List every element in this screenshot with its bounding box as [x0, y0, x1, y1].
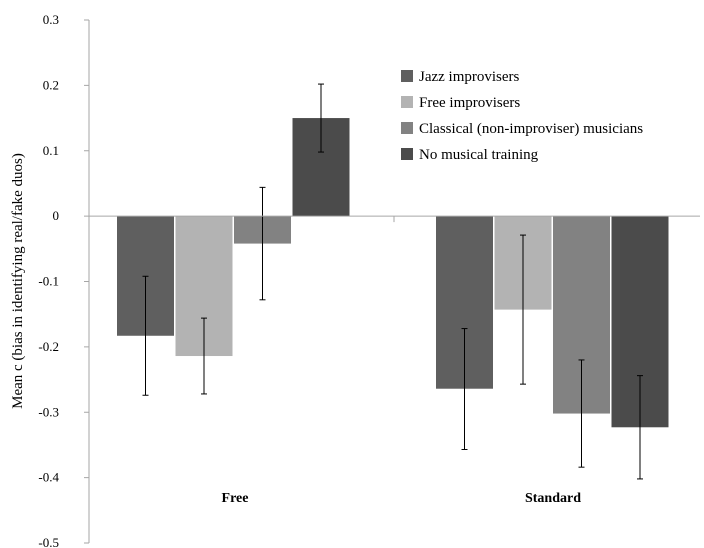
- legend: Jazz improvisers Free improvisers Classica…: [401, 69, 643, 163]
- legend-label: Classical (non-improviser) musicians: [419, 121, 643, 137]
- y-tick-label: -0.2: [38, 339, 59, 354]
- y-tick-label: -0.1: [38, 274, 59, 289]
- legend-swatch: [401, 148, 413, 160]
- y-tick-label: -0.4: [38, 470, 59, 485]
- error-bar: [578, 359, 585, 468]
- y-tick-label: 0.2: [43, 77, 59, 92]
- y-tick-label: 0.1: [43, 143, 59, 158]
- error-bar: [520, 234, 526, 385]
- legend-label: No musical training: [419, 147, 539, 163]
- y-tick-label: 0.3: [43, 12, 59, 27]
- error-bar: [259, 186, 266, 301]
- error-bar: [637, 375, 643, 480]
- error-bar: [201, 317, 207, 395]
- error-bar: [461, 328, 468, 451]
- category-labels: Free Standard: [222, 491, 582, 506]
- zero-baseline: [89, 215, 700, 223]
- bars: [117, 118, 669, 428]
- y-tick-label: -0.5: [38, 535, 59, 548]
- legend-swatch: [401, 70, 413, 82]
- legend-label: Free improvisers: [419, 95, 520, 111]
- y-axis: 0.3 0.2 0.1 0 -0.1 -0.2 -0.3 -0.4 -0.5: [38, 12, 90, 548]
- error-bar: [142, 275, 149, 396]
- error-bars: [142, 83, 643, 480]
- legend-label: Jazz improvisers: [419, 69, 520, 85]
- y-tick-label: -0.3: [38, 404, 59, 419]
- legend-swatch: [401, 122, 413, 134]
- error-bar: [318, 83, 324, 153]
- category-label-free: Free: [222, 491, 249, 506]
- category-label-standard: Standard: [525, 491, 581, 506]
- legend-swatch: [401, 96, 413, 108]
- y-tick-label: 0: [53, 208, 60, 223]
- y-axis-title: Mean c (bias in identifying real/fake du…: [10, 153, 26, 409]
